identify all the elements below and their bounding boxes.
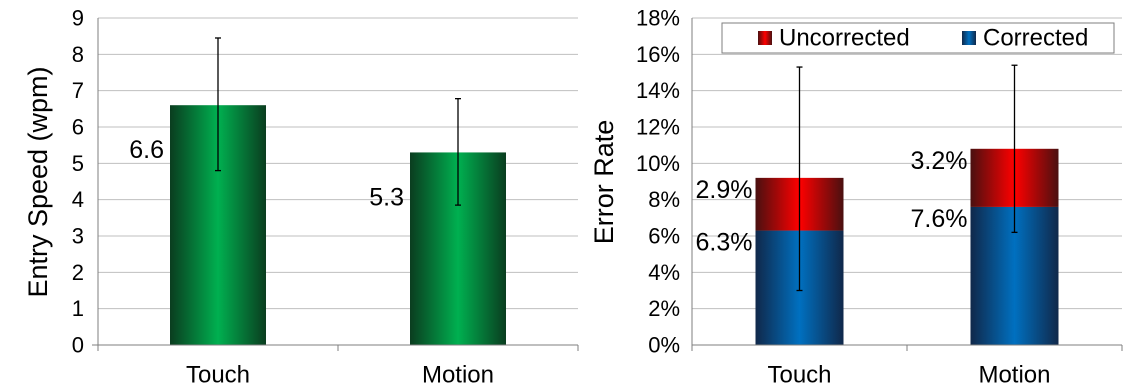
data-labels: 6.6 5.3 [129, 136, 404, 211]
y-tick-label: 8% [648, 187, 680, 212]
error-bars [215, 37, 461, 206]
y-tick-label: 2 [72, 260, 84, 285]
y-tick-label: 2% [648, 296, 680, 321]
data-label: 6.3% [696, 229, 753, 257]
y-axis-title: Entry Speed (wpm) [23, 66, 53, 297]
y-tick-label: 18% [636, 6, 680, 31]
category-label: Touch [767, 362, 831, 389]
data-label: 6.6 [129, 136, 164, 164]
axes [691, 18, 1123, 351]
category-labels: Touch Motion [186, 362, 494, 389]
y-tick-label: 4% [648, 260, 680, 285]
y-tick-label: 0 [72, 333, 84, 358]
error-bars [796, 64, 1018, 292]
y-tick-label: 12% [636, 115, 680, 140]
y-tick-label: 16% [636, 42, 680, 67]
category-labels: Touch Motion [767, 362, 1050, 389]
y-tick-labels: 0% 2% 4% 6% 8% 10% 12% 14% 16% 18% [636, 6, 680, 358]
y-tick-labels: 0 1 2 3 4 5 6 7 8 9 [72, 6, 84, 358]
y-axis-title: Error Rate [589, 120, 619, 245]
y-tick-label: 4 [72, 187, 84, 212]
y-tick-label: 14% [636, 78, 680, 103]
data-label: 5.3 [369, 183, 404, 211]
legend: Uncorrected Corrected [721, 22, 1115, 54]
data-label: 2.9% [696, 176, 753, 204]
y-tick-label: 5 [72, 151, 84, 176]
y-tick-label: 6% [648, 224, 680, 249]
legend-entry-uncorrected: Uncorrected [779, 25, 910, 52]
category-label: Motion [422, 362, 494, 389]
y-tick-label: 6 [72, 115, 84, 140]
y-tick-label: 1 [72, 296, 84, 321]
error-rate-chart: 0% 2% 4% 6% 8% 10% 12% 14% 16% 18% 6.3% 2.9% 7.6% 3.… [589, 6, 1123, 389]
data-labels: 6.3% 2.9% 7.6% 3.2% [696, 147, 968, 257]
entry-speed-chart: 0 1 2 3 4 5 6 7 8 9 6.6 5.3 Touch Motion Entry Spee… [23, 6, 579, 389]
legend-swatch-corrected [962, 31, 976, 45]
category-label: Touch [186, 362, 250, 389]
y-tick-label: 10% [636, 151, 680, 176]
legend-entry-corrected: Corrected [983, 25, 1088, 52]
y-tick-label: 7 [72, 78, 84, 103]
category-label: Motion [978, 362, 1050, 389]
y-tick-label: 8 [72, 42, 84, 67]
y-tick-label: 3 [72, 224, 84, 249]
stacked-bars [755, 148, 1059, 345]
legend-box [721, 22, 1115, 54]
axes [92, 18, 579, 351]
data-label: 3.2% [911, 147, 968, 175]
y-tick-label: 9 [72, 6, 84, 31]
y-tick-label: 0% [648, 333, 680, 358]
legend-swatch-uncorrected [758, 31, 772, 45]
data-label: 7.6% [911, 205, 968, 233]
